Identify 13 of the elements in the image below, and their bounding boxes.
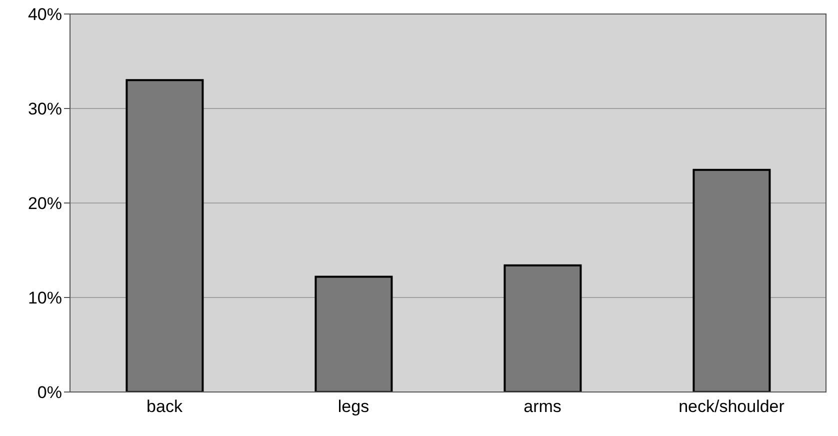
bar xyxy=(504,264,582,392)
y-tick-label: 0% xyxy=(37,383,62,402)
bar xyxy=(126,79,204,392)
y-tick-label: 20% xyxy=(28,194,62,214)
x-tick-label: legs xyxy=(338,397,370,416)
x-tick-label: arms xyxy=(524,397,562,416)
y-tick-label: 30% xyxy=(28,100,62,119)
x-tick-label: back xyxy=(146,397,183,416)
bar xyxy=(692,168,771,392)
y-tick-label: 10% xyxy=(28,288,62,308)
x-tick-label: neck/shoulder xyxy=(678,397,785,416)
y-tick-label: 40% xyxy=(28,5,62,24)
bar xyxy=(314,276,393,392)
